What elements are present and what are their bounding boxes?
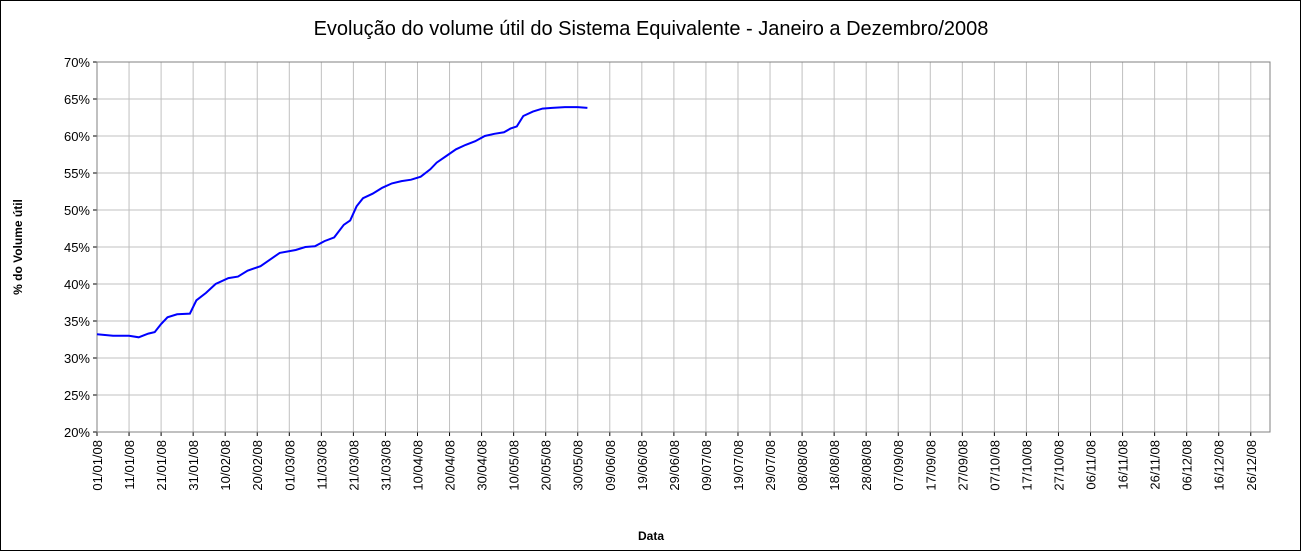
y-tick-label: 65% — [64, 92, 90, 107]
x-tick-label: 26/11/08 — [1148, 440, 1163, 490]
x-tick-label: 27/10/08 — [1051, 440, 1066, 491]
y-tick-label: 35% — [64, 314, 90, 329]
y-tick-label: 45% — [64, 240, 90, 255]
x-tick-label: 08/08/08 — [795, 440, 810, 491]
y-tick-label: 60% — [64, 129, 90, 144]
x-tick-label: 11/03/08 — [314, 440, 329, 490]
x-tick-label: 20/02/08 — [250, 440, 265, 491]
x-axis-label: Data — [638, 529, 664, 543]
x-tick-label: 31/03/08 — [378, 440, 393, 491]
x-tick-label: 06/12/08 — [1180, 440, 1195, 491]
x-tick-label: 09/07/08 — [699, 440, 714, 491]
x-tick-label: 20/05/08 — [539, 440, 554, 491]
x-tick-label: 21/01/08 — [154, 440, 169, 491]
x-tick-label: 17/10/08 — [1019, 440, 1034, 491]
y-tick-label: 50% — [64, 203, 90, 218]
x-tick-label: 07/09/08 — [891, 440, 906, 491]
x-tick-label: 29/06/08 — [667, 440, 682, 491]
x-tick-label: 06/11/08 — [1084, 440, 1099, 490]
x-tick-label: 18/08/08 — [827, 440, 842, 491]
x-tick-label: 10/04/08 — [410, 440, 425, 491]
y-tick-label: 55% — [64, 166, 90, 181]
x-tick-label: 11/01/08 — [122, 440, 137, 490]
x-tick-label: 29/07/08 — [763, 440, 778, 491]
x-tick-label: 30/05/08 — [571, 440, 586, 491]
x-tick-label: 31/01/08 — [186, 440, 201, 491]
x-tick-label: 26/12/08 — [1244, 440, 1259, 491]
x-tick-label: 21/03/08 — [346, 440, 361, 491]
x-tick-label: 19/07/08 — [731, 440, 746, 491]
chart-title: Evolução do volume útil do Sistema Equiv… — [314, 18, 989, 40]
x-tick-label: 17/09/08 — [923, 440, 938, 491]
x-tick-label: 01/03/08 — [282, 440, 297, 491]
y-tick-label: 30% — [64, 351, 90, 366]
x-tick-label: 30/04/08 — [475, 440, 490, 491]
x-tick-label: 01/01/08 — [90, 440, 105, 491]
y-tick-label: 40% — [64, 277, 90, 292]
x-tick-label: 20/04/08 — [443, 440, 458, 491]
x-tick-label: 28/08/08 — [859, 440, 874, 491]
x-tick-label: 10/05/08 — [507, 440, 522, 491]
series-line — [96, 106, 588, 339]
y-tick-label: 70% — [64, 55, 90, 70]
x-tick-label: 19/06/08 — [635, 440, 650, 491]
y-tick-label: 25% — [64, 388, 90, 403]
x-tick-label: 16/12/08 — [1212, 440, 1227, 491]
x-tick-label: 10/02/08 — [218, 440, 233, 491]
plot-border — [96, 61, 1271, 433]
x-tick-label: 16/11/08 — [1116, 440, 1131, 490]
x-tick-label: 09/06/08 — [603, 440, 618, 491]
x-tick-label: 27/09/08 — [955, 440, 970, 491]
y-axis-label: % do Volume útil — [11, 199, 25, 295]
y-tick-label: 20% — [64, 425, 90, 440]
x-tick-label: 07/10/08 — [987, 440, 1002, 491]
